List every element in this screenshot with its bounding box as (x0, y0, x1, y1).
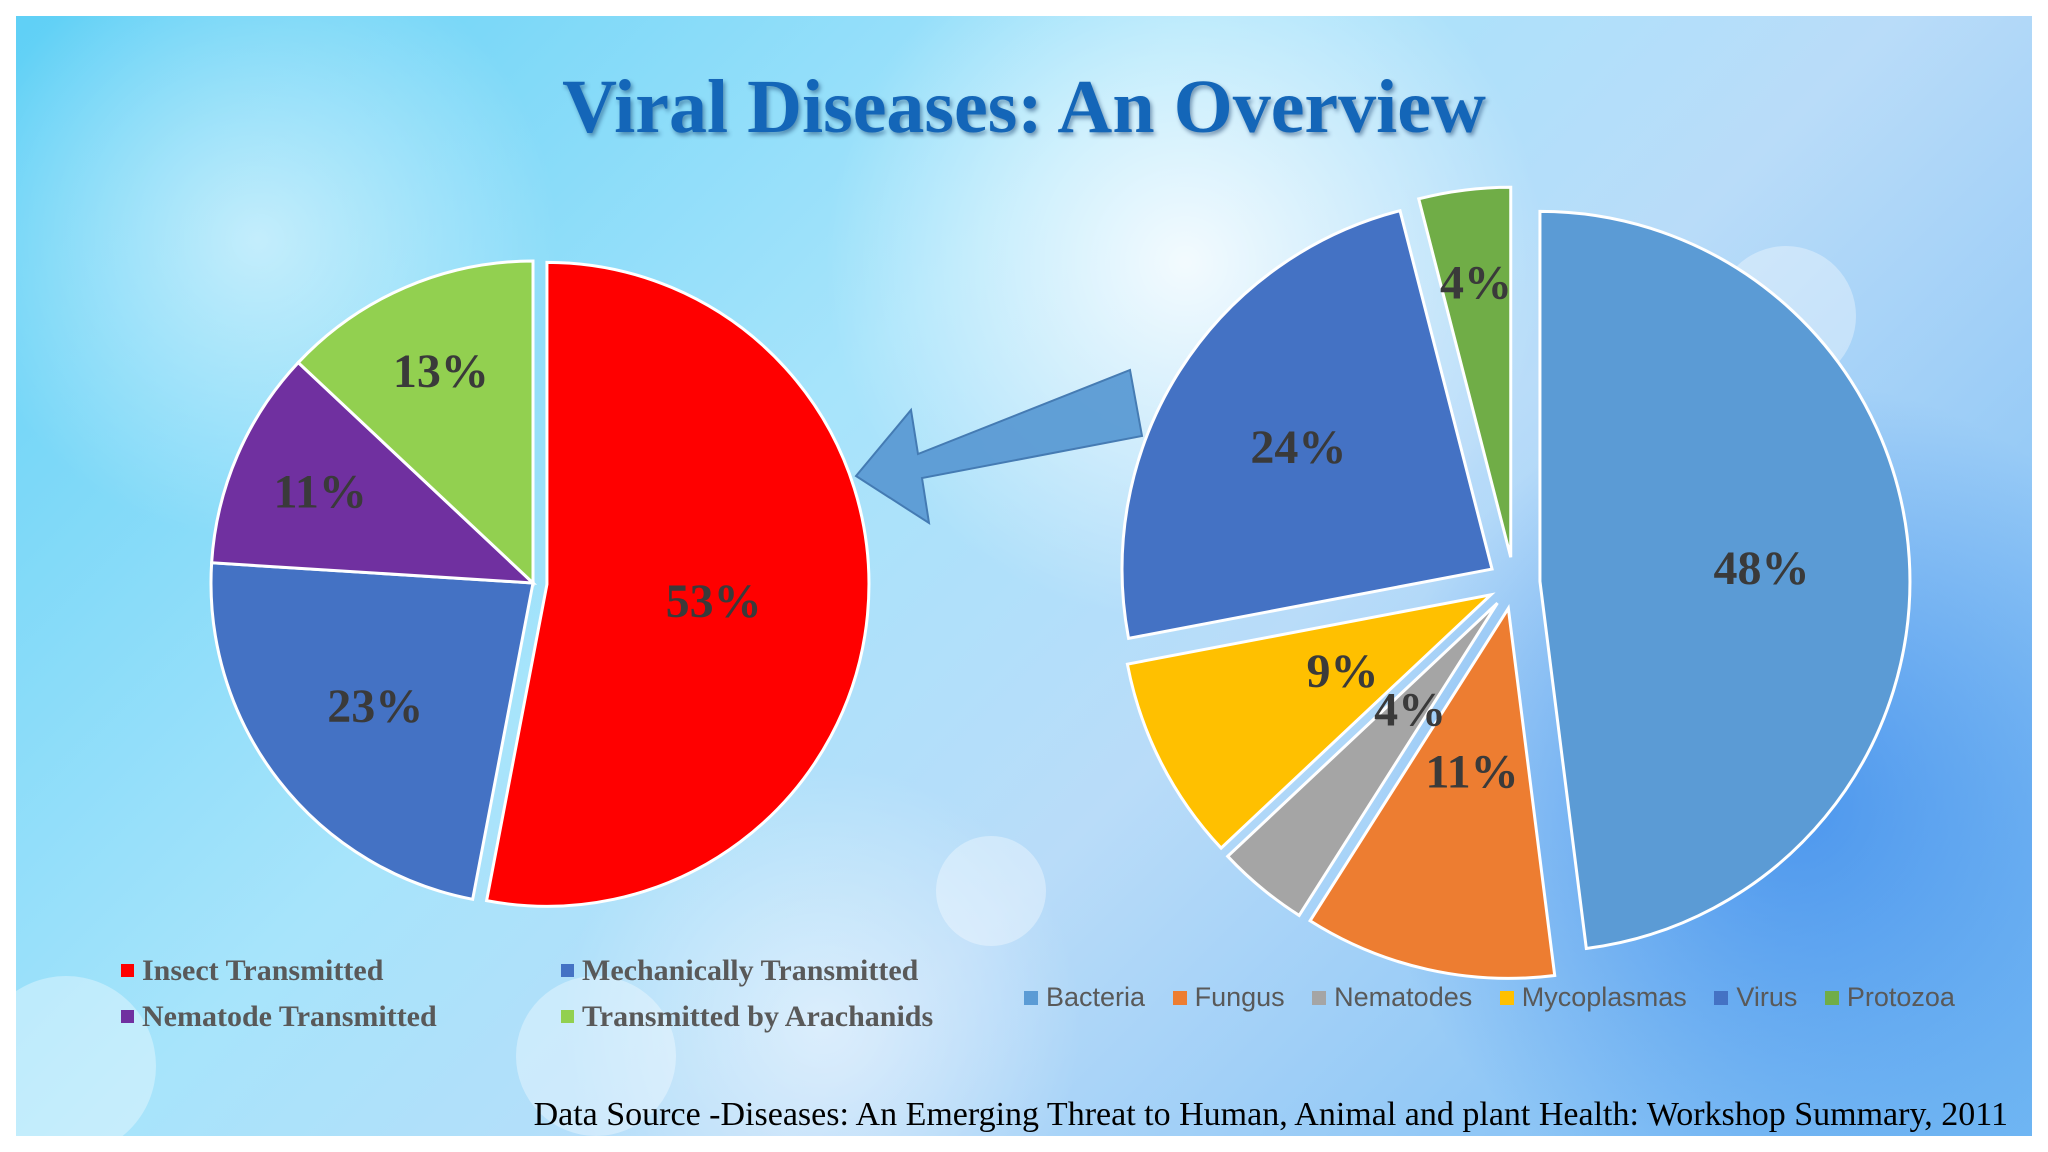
legend-swatch (121, 1010, 134, 1023)
data-label: 48% (1714, 542, 1810, 595)
legend-swatch (1499, 991, 1514, 1005)
legend-swatch (1024, 991, 1038, 1005)
pie-slice-virus (1120, 208, 1494, 641)
legend-label: Mechanically Transmitted (582, 954, 919, 987)
bokeh-circle (516, 976, 676, 1136)
data-source-caption: Data Source -Diseases: An Emerging Threa… (533, 1096, 2008, 1133)
data-label: 9% (1306, 645, 1378, 698)
legend-item: Virus (1714, 982, 1797, 1013)
charts-canvas: 53%23%11%13% 48%11%4%9%24%4% (209, 185, 1912, 980)
pie-chart-virus-transmission: 53% 23% 11% 13% (209, 259, 871, 908)
legend-item: Mechanically Transmitted (561, 954, 918, 988)
data-label: 53% (666, 575, 762, 628)
legend-label: Bacteria (1046, 982, 1146, 1012)
data-label: 11% (274, 466, 367, 519)
legend-swatch (1312, 991, 1327, 1005)
arrow-icon (854, 368, 1144, 526)
legend-item: Nematodes (1312, 982, 1472, 1013)
pie-slice-bacteria (1538, 209, 1912, 951)
legend-label: Nematode Transmitted (142, 1000, 437, 1033)
pie-slice-insect-transmitted (484, 260, 871, 908)
legend-label: Protozoa (1846, 982, 1955, 1012)
legend-item: Transmitted by Arachanids (561, 1000, 933, 1034)
legend-item: Fungus (1172, 982, 1285, 1013)
legend-swatch (1714, 991, 1729, 1005)
data-label: 13% (393, 345, 489, 398)
legend-label: Fungus (1194, 982, 1285, 1012)
legend-item: Insect Transmitted (121, 954, 383, 988)
legend-label: Transmitted by Arachanids (582, 1000, 934, 1033)
legend-swatch (1172, 991, 1187, 1005)
pie-slice-fungus (1307, 604, 1557, 980)
legend-label: Insect Transmitted (142, 954, 384, 987)
legend-item: Nematode Transmitted (121, 1000, 437, 1034)
page-title: Viral Diseases: An Overview (562, 65, 1486, 149)
legend-item: Mycoplasmas (1499, 982, 1687, 1013)
data-label: 11% (1425, 746, 1518, 799)
legend-item: Protozoa (1824, 982, 1955, 1013)
pie-slice-protozoa (1416, 185, 1513, 558)
legend-item: Bacteria (1024, 982, 1145, 1013)
data-label: 4% (1440, 257, 1512, 310)
legend-swatch (561, 1010, 574, 1023)
data-label: 24% (1250, 421, 1346, 474)
data-label: 23% (327, 680, 423, 733)
legend-label: Mycoplasmas (1521, 982, 1687, 1012)
slide-background: Viral Diseases: An Overview 53% 23% 11% 13%… (16, 16, 2032, 1136)
pie-slice-mycoplasmas (1125, 592, 1496, 851)
pie-slice-nematodes (1225, 601, 1499, 918)
legend-swatch (121, 964, 134, 977)
pie-slice-transmitted-by-arachanids (296, 259, 535, 587)
bokeh-circle (936, 836, 1046, 946)
legend-swatch (1824, 991, 1839, 1005)
legend-right: Bacteria Fungus Nematodes Mycoplasmas Vi… (1024, 982, 1975, 1013)
legend-swatch (561, 964, 574, 977)
legend-label: Virus (1736, 982, 1798, 1012)
pie-chart-disease-causes: 48%11%4%9%24%4% (1120, 185, 1912, 980)
legend-label: Nematodes (1334, 982, 1473, 1012)
pie-slice-nematode-transmitted (210, 360, 538, 585)
pie-slice-mechanically-transmitted (209, 561, 535, 902)
